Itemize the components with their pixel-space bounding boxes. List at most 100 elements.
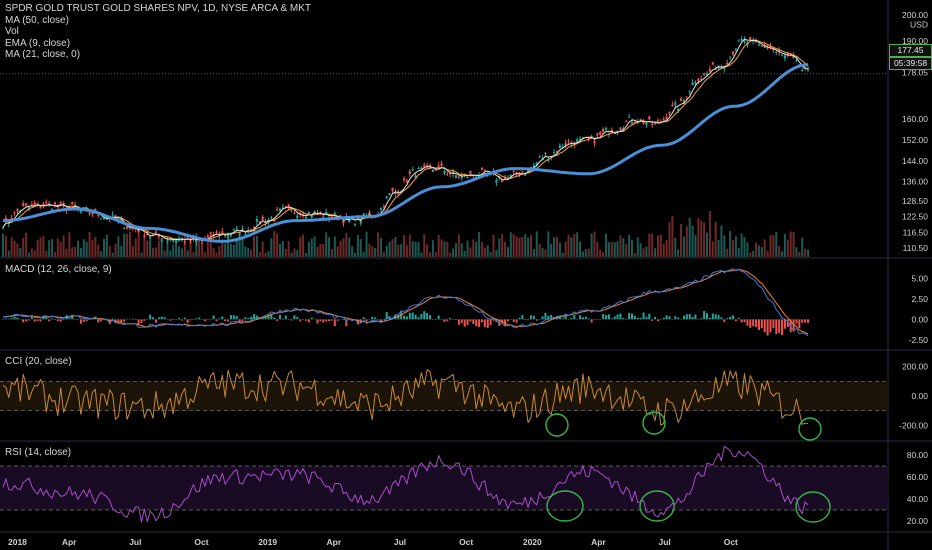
time-axis[interactable]: 2018 Apr Jul Oct 2019 Apr Jul Oct 2020 Apr Jul Oct (8, 537, 738, 547)
volume-bar (726, 248, 729, 257)
volume-bar (656, 235, 659, 257)
candle-body (576, 139, 579, 142)
cci-pane[interactable] (0, 369, 887, 426)
volume-bar (602, 252, 605, 257)
candle-body (423, 164, 426, 167)
volume-bar (697, 218, 700, 257)
volume-bar (743, 237, 746, 257)
volume-bar (65, 248, 68, 257)
volume-bar (105, 234, 108, 257)
macd-histogram-bar (310, 317, 313, 320)
macd-histogram-bar (186, 319, 189, 323)
rsi-pane[interactable] (0, 445, 887, 523)
rsi-label[interactable]: RSI (14, close) (5, 447, 72, 458)
macd-histogram-bar (146, 318, 149, 320)
candle-body (656, 120, 660, 122)
candle-body (483, 169, 486, 171)
volume-bar (123, 233, 126, 257)
volume-bar (573, 233, 576, 257)
macd-pane[interactable] (2, 268, 809, 337)
candle-body (630, 121, 634, 125)
candle-body (434, 169, 437, 171)
time-tick-label: 2019 (258, 537, 277, 547)
volume-bar (365, 231, 368, 257)
macd-histogram-bar (192, 319, 195, 320)
volume-bar (100, 251, 103, 257)
candle-body (91, 212, 94, 215)
candle-body (241, 228, 244, 230)
macd-histogram-bar (420, 313, 423, 320)
macd-histogram-bar (408, 312, 411, 320)
candle-body (391, 188, 394, 191)
macd-histogram-bar (602, 313, 605, 320)
candle-body (293, 212, 296, 214)
volume-bar (633, 252, 636, 257)
macd-histogram-bar (16, 317, 19, 320)
candle-body (685, 97, 688, 99)
volume-bar (91, 239, 94, 257)
time-tick-label: Oct (724, 537, 738, 547)
volume-bar (253, 236, 256, 257)
price-tick-label: 152.00 (902, 135, 928, 145)
candle-body (53, 202, 57, 205)
macd-histogram-bar (33, 319, 36, 322)
volume-bar (749, 252, 752, 257)
volume-bar (504, 241, 507, 257)
candle-body (417, 167, 420, 169)
volume-bar (229, 243, 232, 257)
volume-bar (59, 241, 62, 257)
macd-histogram-bar (198, 317, 201, 320)
volume-bar (792, 231, 795, 257)
candle-body (123, 228, 126, 230)
legend-ma21[interactable]: MA (21, close, 0) (5, 49, 81, 60)
macd-histogram-bar (550, 314, 553, 320)
time-tick-label: Jul (394, 537, 406, 547)
volume-bar (711, 241, 714, 257)
macd-histogram-bar (584, 316, 587, 320)
macd-histogram-bar (273, 317, 276, 320)
volume-bar (201, 237, 204, 257)
macd-histogram-bar (339, 318, 342, 320)
macd-histogram-bar (333, 319, 336, 327)
candle-body (154, 231, 158, 233)
legend-volume[interactable]: Vol (5, 26, 19, 37)
macd-histogram-bar (411, 312, 414, 320)
macd-histogram-bar (325, 319, 328, 322)
candle-body (71, 201, 74, 205)
legend-ma50[interactable]: MA (50, close) (5, 14, 69, 26)
candle-body (726, 63, 729, 65)
volume-bar (804, 248, 807, 257)
candle-body (304, 216, 308, 219)
candle-body (333, 212, 336, 214)
volume-bar (74, 246, 77, 257)
candle-body (353, 224, 357, 226)
macd-histogram-bar (581, 317, 584, 320)
volume-bar (131, 245, 134, 257)
candle-body (786, 52, 789, 56)
volume-bar (85, 241, 88, 257)
highlight-circle (798, 417, 822, 441)
candle-body (284, 206, 287, 208)
volume-bar (469, 247, 472, 257)
macd-label[interactable]: MACD (12, 26, close, 9) (5, 264, 112, 275)
macd-histogram-bar (789, 319, 792, 333)
chart-title[interactable]: SPDR GOLD TRUST GOLD SHARES NPV, 1D, NYS… (5, 3, 312, 14)
macd-histogram-bar (472, 319, 475, 324)
price-axis[interactable]: 200.00 190.00 178.05 160.00 152.00 144.00 136.… (899, 10, 928, 526)
volume-bar (356, 234, 359, 257)
macd-histogram-bar (480, 319, 483, 323)
macd-histogram-bar (700, 318, 703, 320)
rsi-tick-label: 80.00 (907, 450, 929, 460)
volume-bar (734, 236, 737, 257)
rsi-tick-label: 60.00 (907, 472, 929, 482)
candle-body (250, 229, 253, 231)
cci-label[interactable]: CCI (20, close) (5, 356, 72, 367)
macd-histogram-bar (651, 319, 654, 321)
volume-bar (691, 225, 694, 257)
legend-ema9[interactable]: EMA (9, close) (5, 37, 71, 49)
macd-histogram-bar (290, 319, 293, 321)
macd-histogram-bar (434, 319, 437, 320)
volume-bar (53, 251, 56, 257)
macd-histogram-bar (706, 313, 709, 320)
